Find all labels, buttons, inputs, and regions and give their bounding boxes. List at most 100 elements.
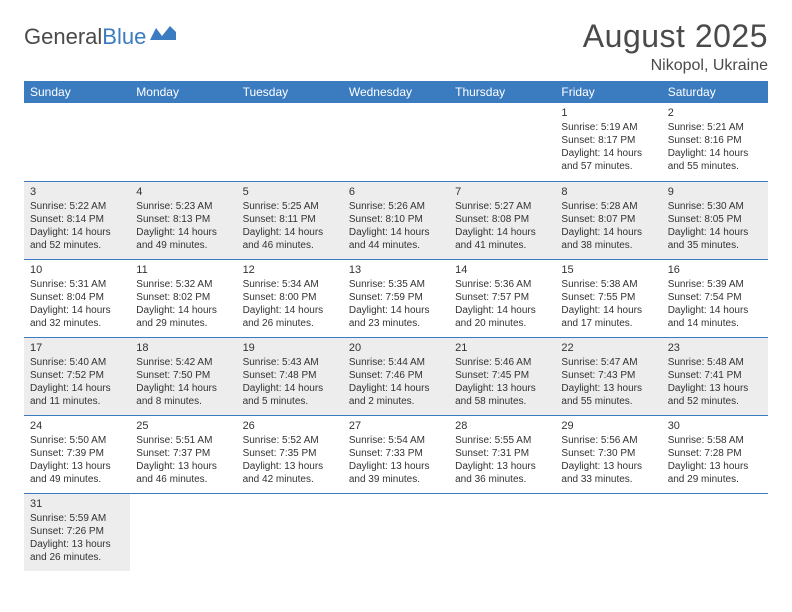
sunrise-text: Sunrise: 5:50 AM xyxy=(30,434,124,447)
daylight-text: Daylight: 14 hours and 55 minutes. xyxy=(668,147,762,173)
sunrise-text: Sunrise: 5:44 AM xyxy=(349,356,443,369)
sunset-text: Sunset: 8:07 PM xyxy=(561,213,655,226)
sunset-text: Sunset: 8:14 PM xyxy=(30,213,124,226)
sunset-text: Sunset: 7:50 PM xyxy=(136,369,230,382)
calendar-cell: 25Sunrise: 5:51 AMSunset: 7:37 PMDayligh… xyxy=(130,415,236,493)
calendar-row: 31Sunrise: 5:59 AMSunset: 7:26 PMDayligh… xyxy=(24,493,768,571)
sunset-text: Sunset: 7:31 PM xyxy=(455,447,549,460)
sunrise-text: Sunrise: 5:40 AM xyxy=(30,356,124,369)
calendar-cell: 5Sunrise: 5:25 AMSunset: 8:11 PMDaylight… xyxy=(237,181,343,259)
daylight-text: Daylight: 14 hours and 35 minutes. xyxy=(668,226,762,252)
calendar-cell: 26Sunrise: 5:52 AMSunset: 7:35 PMDayligh… xyxy=(237,415,343,493)
day-number: 12 xyxy=(243,263,337,277)
calendar-cell: 15Sunrise: 5:38 AMSunset: 7:55 PMDayligh… xyxy=(555,259,661,337)
sunrise-text: Sunrise: 5:36 AM xyxy=(455,278,549,291)
sunrise-text: Sunrise: 5:46 AM xyxy=(455,356,549,369)
daylight-text: Daylight: 14 hours and 23 minutes. xyxy=(349,304,443,330)
day-number: 26 xyxy=(243,419,337,433)
calendar-cell: 22Sunrise: 5:47 AMSunset: 7:43 PMDayligh… xyxy=(555,337,661,415)
calendar-cell: 6Sunrise: 5:26 AMSunset: 8:10 PMDaylight… xyxy=(343,181,449,259)
day-number: 19 xyxy=(243,341,337,355)
daylight-text: Daylight: 13 hours and 46 minutes. xyxy=(136,460,230,486)
calendar-cell: 14Sunrise: 5:36 AMSunset: 7:57 PMDayligh… xyxy=(449,259,555,337)
daylight-text: Daylight: 13 hours and 52 minutes. xyxy=(668,382,762,408)
logo-flag-icon xyxy=(150,24,176,50)
sunrise-text: Sunrise: 5:43 AM xyxy=(243,356,337,369)
sunrise-text: Sunrise: 5:47 AM xyxy=(561,356,655,369)
calendar-row: 10Sunrise: 5:31 AMSunset: 8:04 PMDayligh… xyxy=(24,259,768,337)
daylight-text: Daylight: 13 hours and 33 minutes. xyxy=(561,460,655,486)
daylight-text: Daylight: 14 hours and 8 minutes. xyxy=(136,382,230,408)
sunset-text: Sunset: 7:52 PM xyxy=(30,369,124,382)
day-number: 22 xyxy=(561,341,655,355)
sunset-text: Sunset: 8:16 PM xyxy=(668,134,762,147)
sunset-text: Sunset: 8:05 PM xyxy=(668,213,762,226)
day-number: 8 xyxy=(561,185,655,199)
sunrise-text: Sunrise: 5:55 AM xyxy=(455,434,549,447)
sunset-text: Sunset: 8:00 PM xyxy=(243,291,337,304)
calendar-cell: 27Sunrise: 5:54 AMSunset: 7:33 PMDayligh… xyxy=(343,415,449,493)
daylight-text: Daylight: 13 hours and 58 minutes. xyxy=(455,382,549,408)
sunrise-text: Sunrise: 5:39 AM xyxy=(668,278,762,291)
calendar-cell: 3Sunrise: 5:22 AMSunset: 8:14 PMDaylight… xyxy=(24,181,130,259)
sunrise-text: Sunrise: 5:31 AM xyxy=(30,278,124,291)
calendar-cell: 24Sunrise: 5:50 AMSunset: 7:39 PMDayligh… xyxy=(24,415,130,493)
calendar-cell: 29Sunrise: 5:56 AMSunset: 7:30 PMDayligh… xyxy=(555,415,661,493)
daylight-text: Daylight: 14 hours and 44 minutes. xyxy=(349,226,443,252)
sunset-text: Sunset: 8:02 PM xyxy=(136,291,230,304)
daylight-text: Daylight: 13 hours and 26 minutes. xyxy=(30,538,124,564)
calendar-cell: 10Sunrise: 5:31 AMSunset: 8:04 PMDayligh… xyxy=(24,259,130,337)
day-number: 25 xyxy=(136,419,230,433)
daylight-text: Daylight: 14 hours and 38 minutes. xyxy=(561,226,655,252)
calendar-cell: 19Sunrise: 5:43 AMSunset: 7:48 PMDayligh… xyxy=(237,337,343,415)
sunrise-text: Sunrise: 5:22 AM xyxy=(30,200,124,213)
calendar-cell: 28Sunrise: 5:55 AMSunset: 7:31 PMDayligh… xyxy=(449,415,555,493)
day-header: Tuesday xyxy=(237,81,343,103)
calendar-cell xyxy=(130,103,236,181)
day-number: 11 xyxy=(136,263,230,277)
day-number: 18 xyxy=(136,341,230,355)
sunset-text: Sunset: 8:10 PM xyxy=(349,213,443,226)
calendar-cell xyxy=(662,493,768,571)
calendar-cell: 4Sunrise: 5:23 AMSunset: 8:13 PMDaylight… xyxy=(130,181,236,259)
calendar-cell: 2Sunrise: 5:21 AMSunset: 8:16 PMDaylight… xyxy=(662,103,768,181)
calendar-cell: 23Sunrise: 5:48 AMSunset: 7:41 PMDayligh… xyxy=(662,337,768,415)
daylight-text: Daylight: 13 hours and 49 minutes. xyxy=(30,460,124,486)
daylight-text: Daylight: 14 hours and 2 minutes. xyxy=(349,382,443,408)
calendar-cell xyxy=(237,103,343,181)
location: Nikopol, Ukraine xyxy=(583,57,768,75)
day-header: Thursday xyxy=(449,81,555,103)
sunset-text: Sunset: 7:30 PM xyxy=(561,447,655,460)
sunset-text: Sunset: 7:45 PM xyxy=(455,369,549,382)
day-number: 24 xyxy=(30,419,124,433)
daylight-text: Daylight: 14 hours and 5 minutes. xyxy=(243,382,337,408)
day-number: 15 xyxy=(561,263,655,277)
day-number: 3 xyxy=(30,185,124,199)
day-number: 2 xyxy=(668,106,762,120)
calendar-row: 1Sunrise: 5:19 AMSunset: 8:17 PMDaylight… xyxy=(24,103,768,181)
day-number: 13 xyxy=(349,263,443,277)
calendar-table: SundayMondayTuesdayWednesdayThursdayFrid… xyxy=(24,81,768,571)
title-block: August 2025 Nikopol, Ukraine xyxy=(583,18,768,75)
calendar-cell: 16Sunrise: 5:39 AMSunset: 7:54 PMDayligh… xyxy=(662,259,768,337)
sunset-text: Sunset: 7:55 PM xyxy=(561,291,655,304)
day-number: 16 xyxy=(668,263,762,277)
sunrise-text: Sunrise: 5:35 AM xyxy=(349,278,443,291)
sunrise-text: Sunrise: 5:51 AM xyxy=(136,434,230,447)
daylight-text: Daylight: 13 hours and 36 minutes. xyxy=(455,460,549,486)
sunrise-text: Sunrise: 5:19 AM xyxy=(561,121,655,134)
sunrise-text: Sunrise: 5:38 AM xyxy=(561,278,655,291)
daylight-text: Daylight: 14 hours and 26 minutes. xyxy=(243,304,337,330)
sunrise-text: Sunrise: 5:48 AM xyxy=(668,356,762,369)
day-header: Friday xyxy=(555,81,661,103)
day-header: Monday xyxy=(130,81,236,103)
day-header: Saturday xyxy=(662,81,768,103)
calendar-row: 17Sunrise: 5:40 AMSunset: 7:52 PMDayligh… xyxy=(24,337,768,415)
sunset-text: Sunset: 7:39 PM xyxy=(30,447,124,460)
sunset-text: Sunset: 7:28 PM xyxy=(668,447,762,460)
sunrise-text: Sunrise: 5:34 AM xyxy=(243,278,337,291)
sunset-text: Sunset: 8:17 PM xyxy=(561,134,655,147)
daylight-text: Daylight: 14 hours and 46 minutes. xyxy=(243,226,337,252)
sunset-text: Sunset: 7:41 PM xyxy=(668,369,762,382)
day-number: 30 xyxy=(668,419,762,433)
